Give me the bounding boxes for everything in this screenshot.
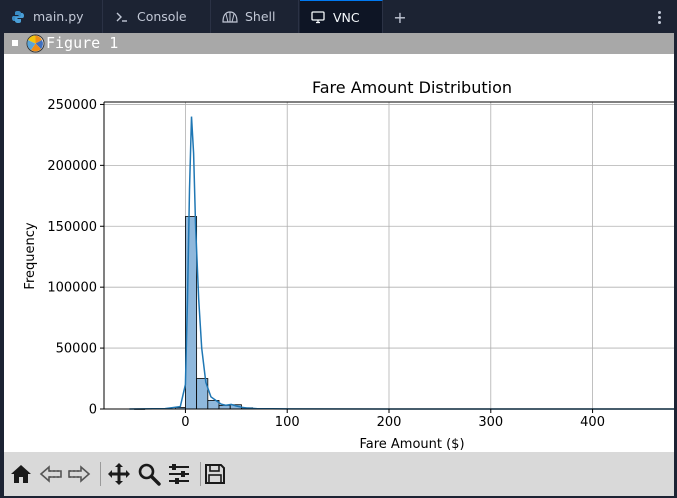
figure-canvas[interactable]: 0 100 200 300 400 0 50000 100000 150000 200000 250… — [4, 54, 674, 452]
kebab-menu-icon[interactable] — [651, 8, 667, 26]
tab-bar: main.py Console Shell VNC + — [0, 0, 677, 33]
tab-shell[interactable]: Shell — [212, 0, 299, 33]
configure-subplots-icon[interactable] — [166, 461, 192, 487]
save-icon[interactable] — [202, 461, 228, 487]
shell-icon — [222, 9, 238, 25]
plus-icon[interactable]: + — [393, 8, 407, 27]
y-axis-label: Frequency — [23, 222, 38, 289]
y-tick-label: 200000 — [47, 159, 97, 174]
histogram-bar — [218, 404, 231, 410]
terminal-icon — [114, 9, 130, 25]
x-tick-label: 100 — [275, 415, 300, 430]
vnc-viewer: Figure 1 0 100 200 300 400 0 50000 100000 150000… — [4, 33, 674, 496]
zoom-icon[interactable] — [136, 461, 162, 487]
x-tick-label: 400 — [580, 415, 605, 430]
tab-console[interactable]: Console — [104, 0, 211, 33]
window-title: Figure 1 — [46, 34, 119, 52]
pan-icon[interactable] — [106, 461, 132, 487]
y-tick-label: 50000 — [56, 342, 97, 357]
x-axis-label: Fare Amount ($) — [359, 437, 464, 452]
y-tick-label: 250000 — [47, 98, 97, 113]
python-icon — [10, 9, 26, 25]
toolbar-separator — [100, 462, 101, 486]
histogram-chart: 0 100 200 300 400 0 50000 100000 150000 200000 250… — [23, 78, 674, 452]
x-tick-label: 0 — [181, 415, 189, 430]
tab-main-py[interactable]: main.py — [0, 0, 103, 33]
back-arrow-icon[interactable] — [38, 461, 64, 487]
y-tick-label: 150000 — [47, 220, 97, 235]
tab-label: main.py — [33, 9, 84, 24]
window-title-bar: Figure 1 — [4, 33, 674, 54]
tab-label: Console — [137, 9, 187, 24]
y-tick-label: 0 — [89, 403, 97, 418]
forward-arrow-icon[interactable] — [66, 461, 92, 487]
tab-label: VNC — [333, 9, 360, 25]
y-tick-label: 100000 — [47, 281, 97, 296]
navigation-toolbar — [4, 452, 674, 496]
tab-label: Shell — [245, 9, 276, 24]
chart-title: Fare Amount Distribution — [312, 78, 512, 97]
tab-vnc[interactable]: VNC — [300, 0, 383, 33]
monitor-icon — [310, 9, 326, 25]
home-icon[interactable] — [8, 461, 34, 487]
matplotlib-logo-icon — [26, 34, 45, 53]
toolbar-separator — [200, 462, 201, 486]
x-tick-label: 300 — [478, 415, 503, 430]
x-tick-label: 200 — [377, 415, 402, 430]
window-menu-icon[interactable] — [12, 40, 18, 46]
